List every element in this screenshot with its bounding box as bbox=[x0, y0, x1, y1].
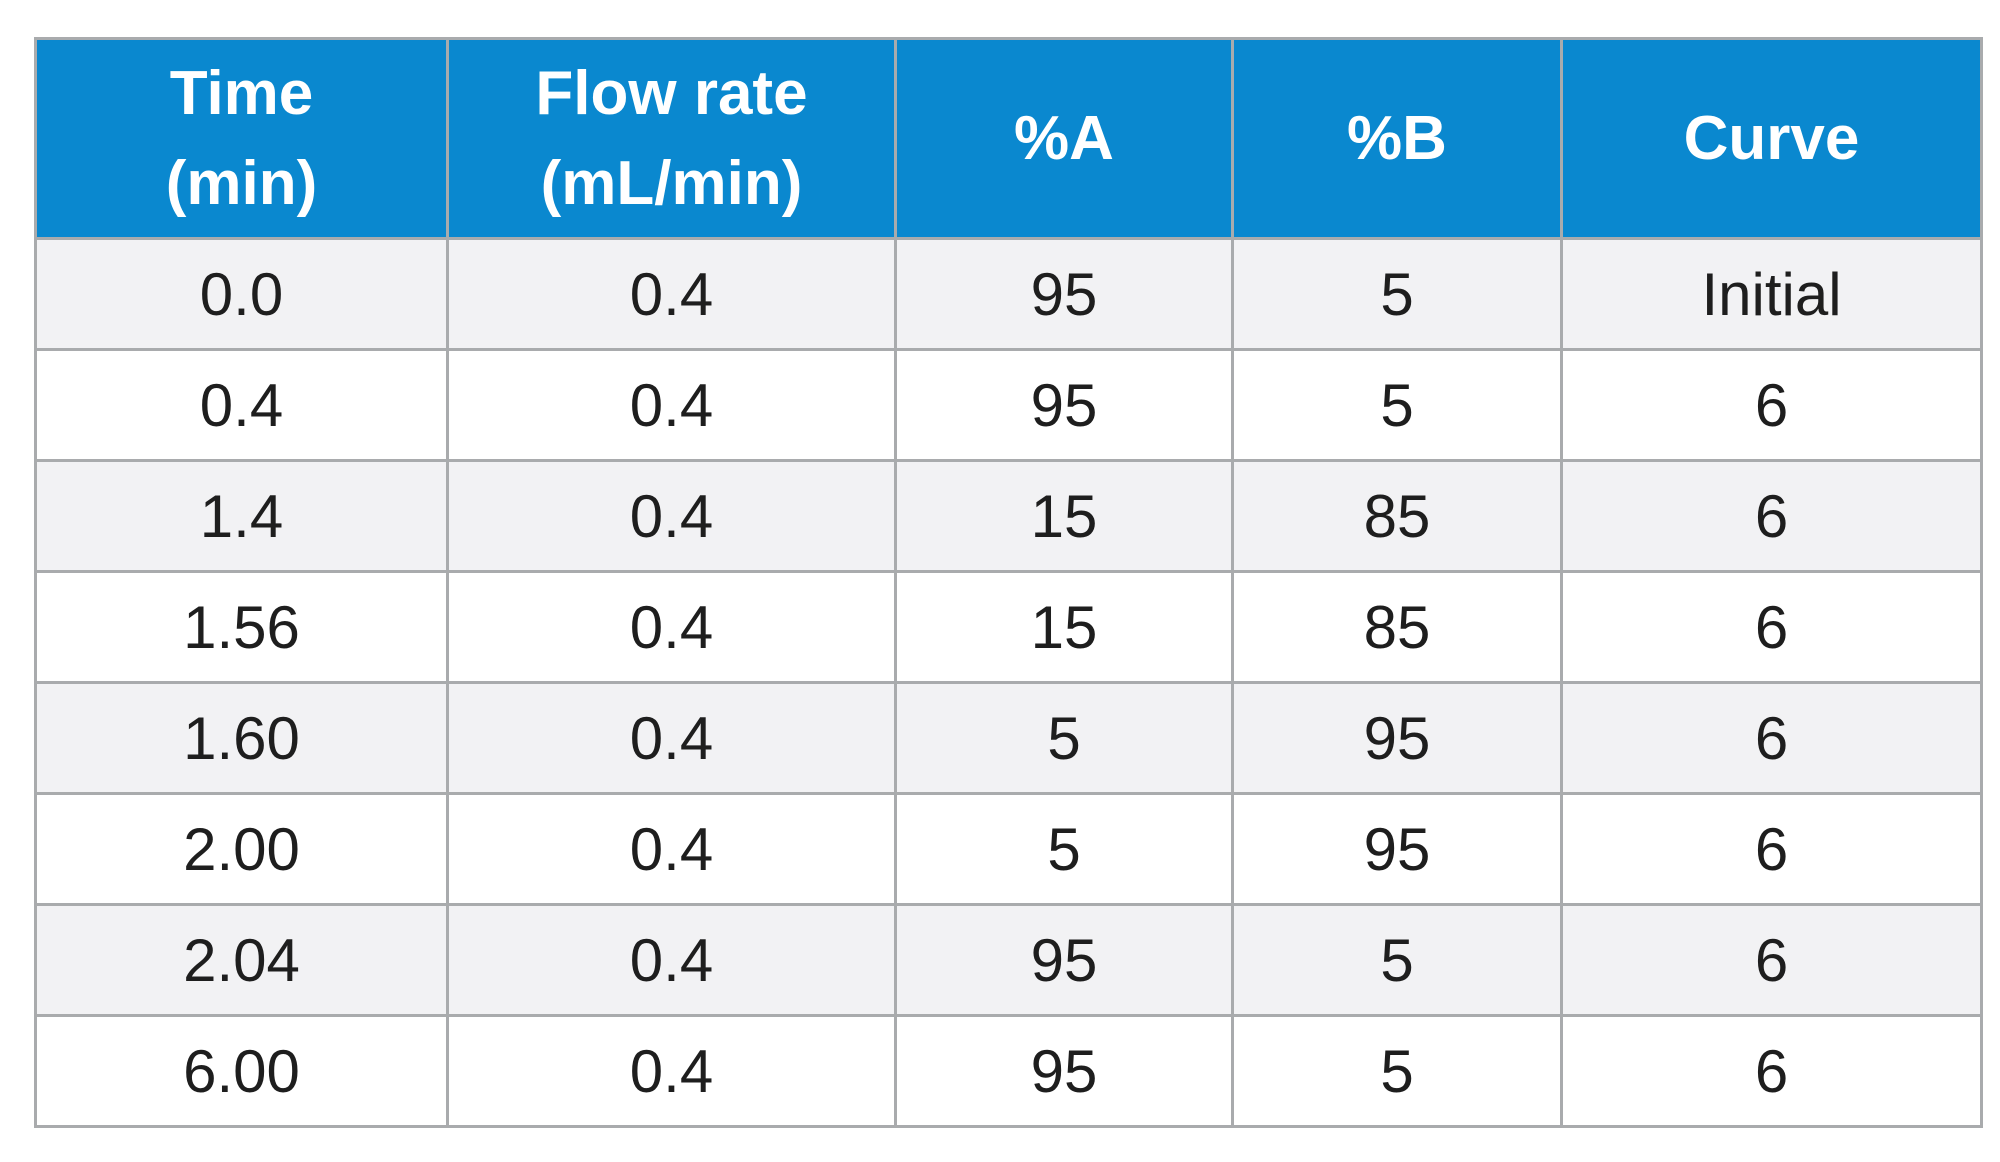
header-percent-a: %A bbox=[894, 37, 1234, 240]
cell-percent-a: 95 bbox=[894, 348, 1234, 462]
cell-percent-b: 5 bbox=[1231, 237, 1563, 351]
header-label: %A bbox=[1014, 103, 1114, 173]
cell-time: 1.4 bbox=[34, 459, 449, 573]
header-percent-b: %B bbox=[1231, 37, 1563, 240]
cell-flow-rate: 0.4 bbox=[446, 1014, 897, 1128]
cell-percent-b: 85 bbox=[1231, 459, 1563, 573]
cell-percent-b: 5 bbox=[1231, 348, 1563, 462]
cell-time: 1.56 bbox=[34, 570, 449, 684]
header-curve: Curve bbox=[1560, 37, 1983, 240]
header-time: Time (min) bbox=[34, 37, 449, 240]
table-row: 2.00 0.4 5 95 6 bbox=[34, 792, 1983, 906]
cell-flow-rate: 0.4 bbox=[446, 681, 897, 795]
cell-percent-a: 95 bbox=[894, 903, 1234, 1017]
cell-percent-b: 5 bbox=[1231, 903, 1563, 1017]
header-label: Flow rate bbox=[535, 58, 808, 128]
cell-flow-rate: 0.4 bbox=[446, 903, 897, 1017]
cell-percent-a: 15 bbox=[894, 459, 1234, 573]
header-unit: (min) bbox=[165, 148, 318, 218]
cell-time: 6.00 bbox=[34, 1014, 449, 1128]
cell-curve: 6 bbox=[1560, 570, 1983, 684]
table-row: 0.0 0.4 95 5 Initial bbox=[34, 237, 1983, 351]
cell-curve: Initial bbox=[1560, 237, 1983, 351]
cell-percent-b: 95 bbox=[1231, 681, 1563, 795]
cell-flow-rate: 0.4 bbox=[446, 348, 897, 462]
header-label: %B bbox=[1347, 103, 1447, 173]
cell-curve: 6 bbox=[1560, 681, 1983, 795]
header-flow-rate: Flow rate (mL/min) bbox=[446, 37, 897, 240]
cell-time: 1.60 bbox=[34, 681, 449, 795]
table-body: 0.0 0.4 95 5 Initial 0.4 0.4 95 5 6 1.4 … bbox=[34, 237, 1983, 1128]
cell-percent-b: 95 bbox=[1231, 792, 1563, 906]
cell-flow-rate: 0.4 bbox=[446, 237, 897, 351]
cell-flow-rate: 0.4 bbox=[446, 459, 897, 573]
cell-percent-b: 85 bbox=[1231, 570, 1563, 684]
table-row: 6.00 0.4 95 5 6 bbox=[34, 1014, 1983, 1128]
cell-percent-a: 95 bbox=[894, 237, 1234, 351]
table-row: 2.04 0.4 95 5 6 bbox=[34, 903, 1983, 1017]
cell-percent-b: 5 bbox=[1231, 1014, 1563, 1128]
table-row: 1.56 0.4 15 85 6 bbox=[34, 570, 1983, 684]
cell-time: 2.04 bbox=[34, 903, 449, 1017]
table-header: Time (min) Flow rate (mL/min) %A %B Curv… bbox=[34, 37, 1983, 240]
cell-percent-a: 15 bbox=[894, 570, 1234, 684]
cell-percent-a: 5 bbox=[894, 792, 1234, 906]
header-label: Curve bbox=[1683, 103, 1860, 173]
cell-curve: 6 bbox=[1560, 1014, 1983, 1128]
header-row: Time (min) Flow rate (mL/min) %A %B Curv… bbox=[34, 37, 1983, 240]
cell-curve: 6 bbox=[1560, 792, 1983, 906]
cell-percent-a: 5 bbox=[894, 681, 1234, 795]
table-row: 1.4 0.4 15 85 6 bbox=[34, 459, 1983, 573]
header-unit: (mL/min) bbox=[540, 148, 803, 218]
cell-curve: 6 bbox=[1560, 348, 1983, 462]
cell-time: 0.4 bbox=[34, 348, 449, 462]
cell-time: 2.00 bbox=[34, 792, 449, 906]
cell-flow-rate: 0.4 bbox=[446, 570, 897, 684]
cell-time: 0.0 bbox=[34, 237, 449, 351]
table-row: 1.60 0.4 5 95 6 bbox=[34, 681, 1983, 795]
gradient-table: Time (min) Flow rate (mL/min) %A %B Curv… bbox=[34, 37, 1983, 1128]
header-label: Time bbox=[169, 58, 314, 128]
cell-percent-a: 95 bbox=[894, 1014, 1234, 1128]
cell-flow-rate: 0.4 bbox=[446, 792, 897, 906]
table-row: 0.4 0.4 95 5 6 bbox=[34, 348, 1983, 462]
cell-curve: 6 bbox=[1560, 903, 1983, 1017]
cell-curve: 6 bbox=[1560, 459, 1983, 573]
